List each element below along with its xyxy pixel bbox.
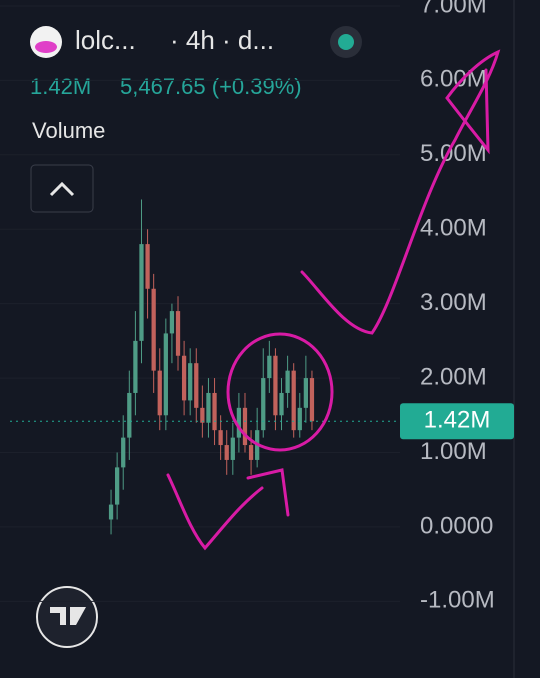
last-price-label: 1.42M [424,407,491,434]
annotations-drawing [166,49,501,551]
candle-body [175,311,181,356]
candle-body [267,355,272,379]
candle-body [218,430,223,446]
y-tick-label: 7.00M [420,0,487,18]
candle-body [121,437,126,468]
candle-body [224,445,229,460]
tv-logo [36,586,98,648]
candle-body [242,407,248,446]
candle-body [261,378,266,431]
collapse-button[interactable] [30,164,94,213]
last-price-tag [400,403,514,440]
candle-body [309,378,315,422]
volume-value: 1.42M [30,74,91,99]
candle-body [157,370,162,416]
candle-body [133,340,138,393]
interval: · 4h · d... [170,25,274,55]
y-tick-label: 0.0000 [420,512,493,539]
chevron [49,181,75,197]
candle-body [212,392,217,431]
avatar-art [35,41,57,53]
symbol: lolc... [75,25,136,55]
candle-body [127,392,132,438]
price-change: 5,467.65 (+0.39%) [120,74,302,99]
candle-body [115,467,120,505]
candle-body [163,333,168,416]
tv-logo-mark [50,607,86,625]
candle-body [303,378,308,408]
candle-body [151,288,156,371]
candle-body [236,407,242,438]
candle-body [181,355,187,401]
candle-body [145,244,150,289]
candle-body [194,363,199,408]
candle-body [206,392,211,423]
candle-body [108,504,114,520]
candle-body [139,244,144,341]
indicator-label: Volume [32,118,105,143]
y-tick-label: 1.00M [420,438,487,465]
candle-body [291,370,296,431]
status-dot [338,34,354,50]
candle-body [188,363,193,401]
y-tick-label: 4.00M [420,215,487,242]
candle-body [297,407,302,431]
candle-body [169,311,175,334]
plot: -1.00M0.00001.00M2.00M3.00M4.00M5.00M6.0… [10,0,514,614]
y-tick-label: 2.00M [420,363,487,390]
y-tick-label: 3.00M [420,289,487,316]
candle-body [279,392,284,416]
candle-body [230,437,235,460]
candle-body [248,445,254,460]
candle-body [285,370,290,393]
candle-body [200,407,205,423]
candle-body [273,355,278,416]
y-tick-label: -1.00M [420,587,495,614]
